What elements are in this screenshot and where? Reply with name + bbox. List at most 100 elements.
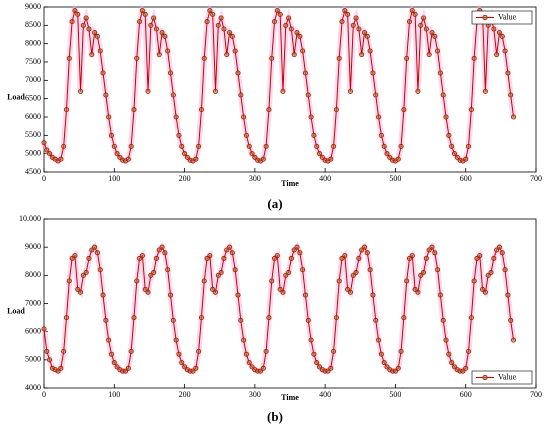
- marker: [297, 250, 303, 256]
- marker: [80, 22, 86, 28]
- marker: [145, 88, 151, 94]
- marker: [331, 348, 337, 354]
- marker: [373, 92, 379, 98]
- x-tick-label: 300: [249, 174, 261, 183]
- x-tick-label: 0: [42, 174, 46, 183]
- marker: [488, 270, 494, 276]
- marker: [159, 244, 165, 250]
- marker: [502, 267, 508, 273]
- marker: [61, 143, 67, 149]
- marker: [69, 19, 75, 25]
- marker: [356, 255, 362, 261]
- marker: [409, 8, 415, 14]
- marker: [463, 365, 469, 371]
- marker: [496, 30, 502, 36]
- marker: [232, 48, 238, 54]
- marker: [103, 92, 109, 98]
- marker: [401, 315, 407, 321]
- marker: [243, 351, 249, 357]
- marker: [398, 143, 404, 149]
- marker: [305, 317, 311, 323]
- marker: [274, 8, 280, 14]
- marker: [94, 250, 100, 256]
- marker: [440, 92, 446, 98]
- marker: [449, 143, 455, 149]
- marker: [443, 114, 449, 120]
- marker: [418, 22, 424, 28]
- y-tick-label: 10.000: [19, 214, 41, 223]
- marker: [302, 70, 308, 76]
- marker: [148, 22, 154, 28]
- marker: [92, 244, 98, 250]
- y-tick-label: 8000: [25, 270, 41, 279]
- marker: [131, 107, 137, 113]
- legend-label: Value: [498, 372, 517, 381]
- marker: [356, 26, 362, 32]
- marker: [347, 88, 353, 94]
- marker: [173, 114, 179, 120]
- marker: [179, 360, 185, 366]
- marker: [207, 8, 213, 14]
- marker: [280, 88, 286, 94]
- y-tick-label: 7000: [25, 298, 41, 307]
- marker: [286, 270, 292, 276]
- marker: [376, 114, 382, 120]
- marker: [196, 143, 202, 149]
- marker: [142, 11, 148, 17]
- marker: [97, 267, 103, 273]
- x-tick-label: 600: [460, 174, 472, 183]
- marker: [128, 143, 134, 149]
- marker: [249, 151, 255, 157]
- marker: [196, 348, 202, 354]
- marker: [266, 107, 272, 113]
- marker: [227, 244, 233, 250]
- marker: [446, 351, 452, 357]
- x-tick-label: 600: [460, 390, 472, 399]
- marker: [426, 52, 432, 58]
- marker: [168, 292, 174, 298]
- marker: [170, 317, 176, 323]
- marker: [114, 151, 120, 157]
- y-tick-label: 5000: [25, 148, 41, 157]
- marker: [280, 289, 286, 295]
- marker: [376, 337, 382, 343]
- marker: [58, 365, 64, 371]
- marker: [182, 151, 188, 157]
- marker: [404, 55, 410, 61]
- marker: [153, 255, 159, 261]
- marker: [367, 267, 373, 273]
- marker: [387, 154, 393, 160]
- marker: [429, 30, 435, 36]
- marker: [482, 88, 488, 94]
- marker: [263, 143, 269, 149]
- panel-label: (a): [267, 196, 282, 211]
- marker: [381, 143, 387, 149]
- marker: [63, 315, 69, 321]
- marker: [125, 156, 131, 162]
- marker: [409, 253, 415, 259]
- marker: [153, 26, 159, 32]
- marker: [508, 92, 514, 98]
- marker: [339, 19, 345, 25]
- marker: [314, 360, 320, 366]
- marker: [111, 360, 117, 366]
- x-tick-label: 100: [108, 390, 120, 399]
- marker: [227, 30, 233, 36]
- marker: [331, 143, 337, 149]
- marker: [212, 289, 218, 295]
- marker: [252, 154, 258, 160]
- marker: [92, 30, 98, 36]
- x-tick-label: 700: [530, 390, 542, 399]
- marker: [168, 70, 174, 76]
- marker: [432, 250, 438, 256]
- marker: [241, 337, 247, 343]
- legend-box: [471, 10, 533, 25]
- marker: [435, 267, 441, 273]
- marker: [347, 289, 353, 295]
- marker: [47, 357, 53, 363]
- marker: [103, 317, 109, 323]
- marker: [125, 365, 131, 371]
- marker: [468, 107, 474, 113]
- marker: [238, 317, 244, 323]
- marker: [401, 107, 407, 113]
